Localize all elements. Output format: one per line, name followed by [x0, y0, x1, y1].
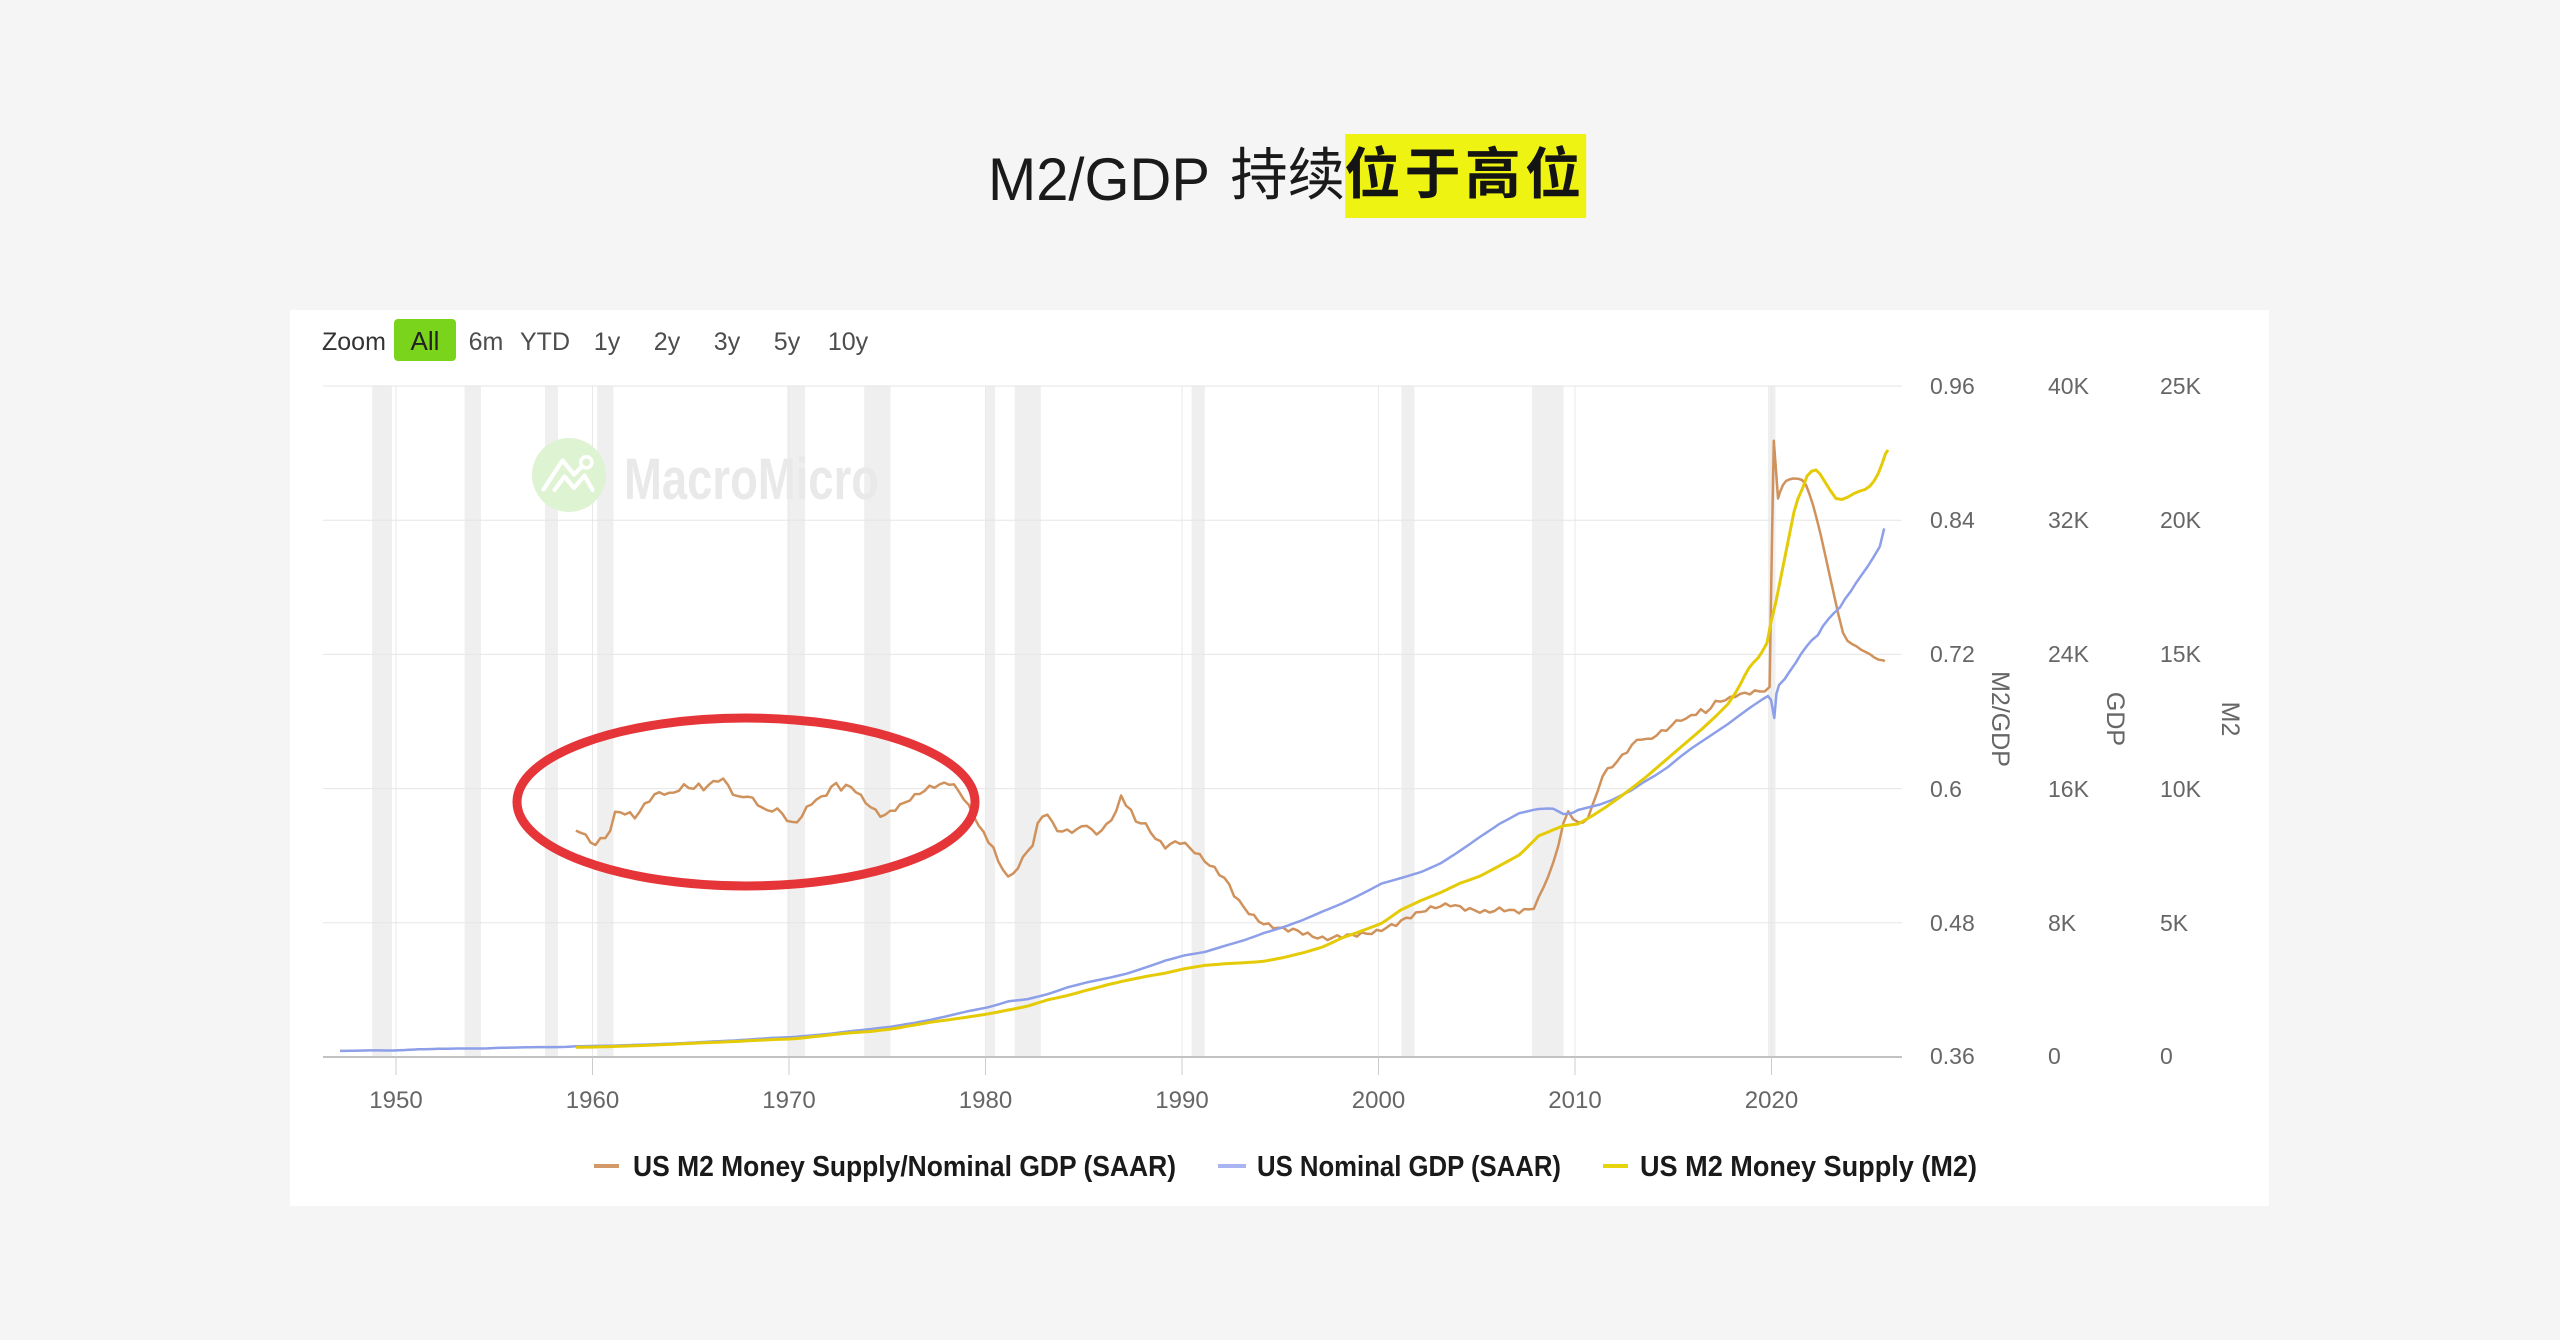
svg-text:1y: 1y	[594, 328, 621, 356]
svg-text:5y: 5y	[774, 328, 801, 356]
svg-text:US M2 Money Supply/Nominal GDP: US M2 Money Supply/Nominal GDP (SAAR)	[633, 1151, 1176, 1183]
svg-text:32K: 32K	[2048, 507, 2090, 533]
svg-text:GDP: GDP	[2101, 692, 2129, 746]
svg-text:US Nominal GDP (SAAR): US Nominal GDP (SAAR)	[1257, 1151, 1561, 1183]
svg-text:MacroMicro: MacroMicro	[624, 447, 879, 512]
svg-text:8K: 8K	[2048, 910, 2077, 936]
svg-text:16K: 16K	[2048, 776, 2090, 802]
svg-text:3y: 3y	[714, 328, 741, 356]
svg-text:M2/GDP: M2/GDP	[1986, 671, 2014, 767]
svg-text:0.96: 0.96	[1930, 373, 1975, 399]
svg-text:0.6: 0.6	[1930, 776, 1962, 802]
svg-text:0.48: 0.48	[1930, 910, 1975, 936]
svg-text:1950: 1950	[369, 1087, 422, 1114]
svg-text:M2/GDP: M2/GDP	[988, 146, 1210, 213]
svg-text:0.36: 0.36	[1930, 1043, 1975, 1069]
svg-text:25K: 25K	[2160, 373, 2202, 399]
svg-text:2020: 2020	[1745, 1087, 1798, 1114]
svg-text:All: All	[411, 326, 440, 356]
svg-text:15K: 15K	[2160, 641, 2202, 667]
svg-text:US M2 Money Supply (M2): US M2 Money Supply (M2)	[1640, 1151, 1977, 1183]
svg-text:10K: 10K	[2160, 776, 2202, 802]
svg-text:10y: 10y	[828, 328, 869, 356]
svg-text:1970: 1970	[762, 1087, 815, 1114]
svg-text:5K: 5K	[2160, 910, 2189, 936]
svg-text:2000: 2000	[1352, 1087, 1405, 1114]
svg-text:1990: 1990	[1155, 1087, 1208, 1114]
svg-text:20K: 20K	[2160, 507, 2202, 533]
svg-text:6m: 6m	[469, 328, 504, 356]
svg-text:1960: 1960	[566, 1087, 619, 1114]
svg-text:2y: 2y	[654, 328, 681, 356]
svg-text:40K: 40K	[2048, 373, 2090, 399]
svg-text:Zoom: Zoom	[322, 328, 386, 356]
svg-text:0.72: 0.72	[1930, 641, 1975, 667]
svg-text:24K: 24K	[2048, 641, 2090, 667]
svg-text:2010: 2010	[1548, 1087, 1601, 1114]
svg-text:0: 0	[2048, 1043, 2061, 1069]
svg-text:0: 0	[2160, 1043, 2173, 1069]
svg-text:YTD: YTD	[520, 328, 570, 356]
svg-text:0.84: 0.84	[1930, 507, 1975, 533]
svg-text:1980: 1980	[959, 1087, 1012, 1114]
svg-text:M2: M2	[2216, 702, 2244, 737]
